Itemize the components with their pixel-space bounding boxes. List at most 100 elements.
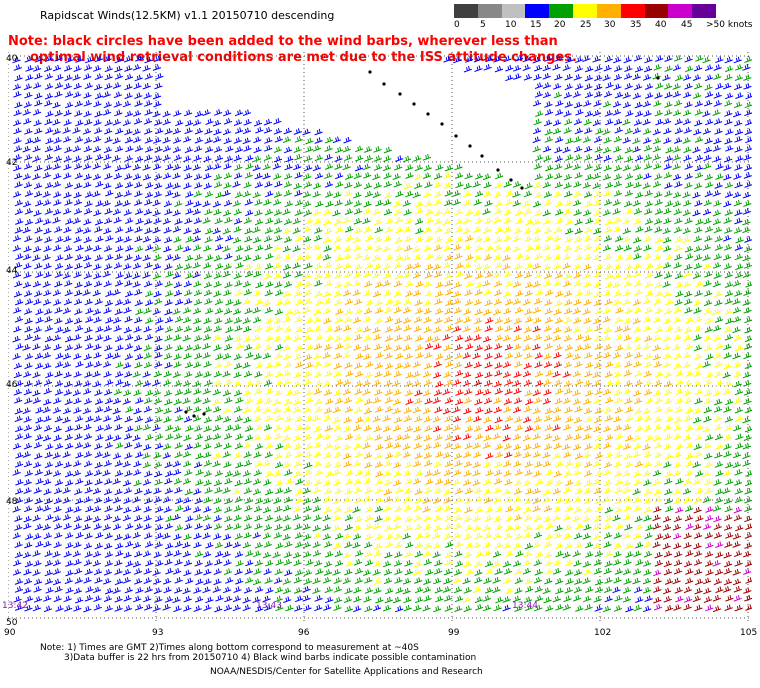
wind-barb-1370 <box>723 253 732 261</box>
wind-barb-556 <box>625 155 634 163</box>
wind-barb-1124 <box>482 226 491 234</box>
wind-barb-720 <box>145 181 154 189</box>
wind-barb-1515 <box>692 272 702 279</box>
wind-barb-3003 <box>33 461 42 469</box>
wind-barb-2447 <box>393 389 402 396</box>
wind-barb-2556 <box>743 397 752 405</box>
wind-barb-187 <box>584 91 594 99</box>
wind-barb-1002 <box>742 208 751 215</box>
wind-barb-1984 <box>202 334 212 341</box>
wind-barb-1401 <box>292 262 301 269</box>
wind-barb-3146 <box>723 469 732 477</box>
wind-barb-1833 <box>174 315 184 323</box>
wind-barb-2526 <box>444 397 454 404</box>
wind-barb-1983 <box>193 335 203 342</box>
wind-barb-4076 <box>402 587 411 595</box>
wind-barb-3019 <box>194 461 203 469</box>
wind-barb-4143 <box>333 596 343 604</box>
wind-barb-2654 <box>243 416 252 424</box>
wind-barb-1106 <box>302 225 312 233</box>
wind-barb-1575 <box>552 279 562 287</box>
wind-barb-458 <box>144 146 154 153</box>
wind-barb-170 <box>44 92 54 100</box>
wind-barb-2799 <box>212 433 222 440</box>
wind-barb-1728 <box>604 298 613 306</box>
wind-barb-3797 <box>572 550 581 557</box>
wind-barb-2356 <box>224 379 233 386</box>
wind-barb-889 <box>353 200 362 207</box>
wind-barb-3383 <box>133 505 142 513</box>
wind-barb-227 <box>612 100 622 108</box>
wind-barb-672 <box>372 173 381 181</box>
wind-barb-888 <box>344 199 353 206</box>
wind-barb-1699 <box>314 299 324 306</box>
wind-barb-171 <box>54 90 63 98</box>
wind-barb-1553 <box>334 281 343 289</box>
wind-barb-1021 <box>193 217 202 225</box>
wind-barb-1246 <box>222 245 231 252</box>
wind-barb-4066 <box>302 585 311 593</box>
wind-barb-4004 <box>423 578 432 585</box>
wind-barb-2451 <box>433 389 443 396</box>
wind-barb-2281 <box>213 370 222 378</box>
wind-barb-1339 <box>413 254 422 261</box>
wind-barb-3308 <box>123 497 132 504</box>
wind-barb-2162 <box>505 352 514 360</box>
wind-barb-1936 <box>462 325 471 333</box>
wind-barb-1493 <box>475 272 484 280</box>
wind-barb-2738 <box>343 425 352 433</box>
wind-barb-2786 <box>83 433 93 440</box>
wind-barb-4079 <box>434 586 443 594</box>
wind-barb-4217 <box>333 604 342 611</box>
wind-barb-1466 <box>203 272 213 280</box>
wind-barb-2817 <box>394 434 404 441</box>
wind-barb-4159 <box>495 596 504 604</box>
wind-barb-3387 <box>175 504 184 512</box>
wind-barb-1721 <box>533 297 543 305</box>
wind-barb-2061 <box>234 343 244 350</box>
wind-barb-554 <box>603 154 612 162</box>
wind-barb-2390 <box>563 380 573 387</box>
wind-barb-4208 <box>242 604 251 612</box>
wind-barb-222 <box>564 101 573 108</box>
wind-barb-2757 <box>533 424 542 432</box>
wind-barb-2831 <box>532 433 541 440</box>
wind-barb-1281 <box>573 244 583 252</box>
wind-barb-177 <box>113 91 123 99</box>
wind-barb-59 <box>142 65 151 72</box>
wind-barb-3483 <box>392 514 402 522</box>
wind-barb-1409 <box>373 263 382 270</box>
wind-barb-138 <box>94 83 103 91</box>
wind-barb-2087 <box>493 343 503 350</box>
wind-barb-3367 <box>714 497 723 504</box>
wind-barb-4178 <box>683 596 693 603</box>
wind-barb-3657 <box>655 533 664 540</box>
wind-barb-715 <box>95 180 104 188</box>
wind-barb-3470 <box>264 514 274 522</box>
wind-barb-4255 <box>712 605 722 613</box>
wind-barb-3723 <box>574 541 583 549</box>
wind-barb-493 <box>632 146 641 153</box>
wind-barb-3755 <box>153 551 162 559</box>
wind-barb-1268 <box>442 244 452 252</box>
wind-barb-3682 <box>165 542 174 550</box>
wind-barb-2224 <box>384 362 394 370</box>
wind-barb-2952 <box>264 451 273 459</box>
wind-barb-2132 <box>202 352 211 359</box>
wind-barb-1593 <box>732 280 742 287</box>
wind-barb-4251 <box>673 604 682 611</box>
wind-barb-1524 <box>42 280 51 288</box>
wind-barb-1763 <box>214 307 224 315</box>
wind-barb-1497 <box>514 271 524 279</box>
wind-barb-2975 <box>494 451 504 459</box>
wind-barb-3857 <box>434 559 443 567</box>
wind-barb-2372 <box>384 379 393 387</box>
wind-barb-188 <box>593 91 603 98</box>
wind-barb-1809 <box>673 307 682 314</box>
wind-barb-3566 <box>482 524 491 532</box>
legend-label-7: 35 <box>630 20 642 30</box>
wind-barb-3008 <box>83 460 93 468</box>
wind-barb-4071 <box>353 586 362 594</box>
lon-label-93: 93 <box>152 628 164 638</box>
wind-barb-660 <box>254 172 263 180</box>
